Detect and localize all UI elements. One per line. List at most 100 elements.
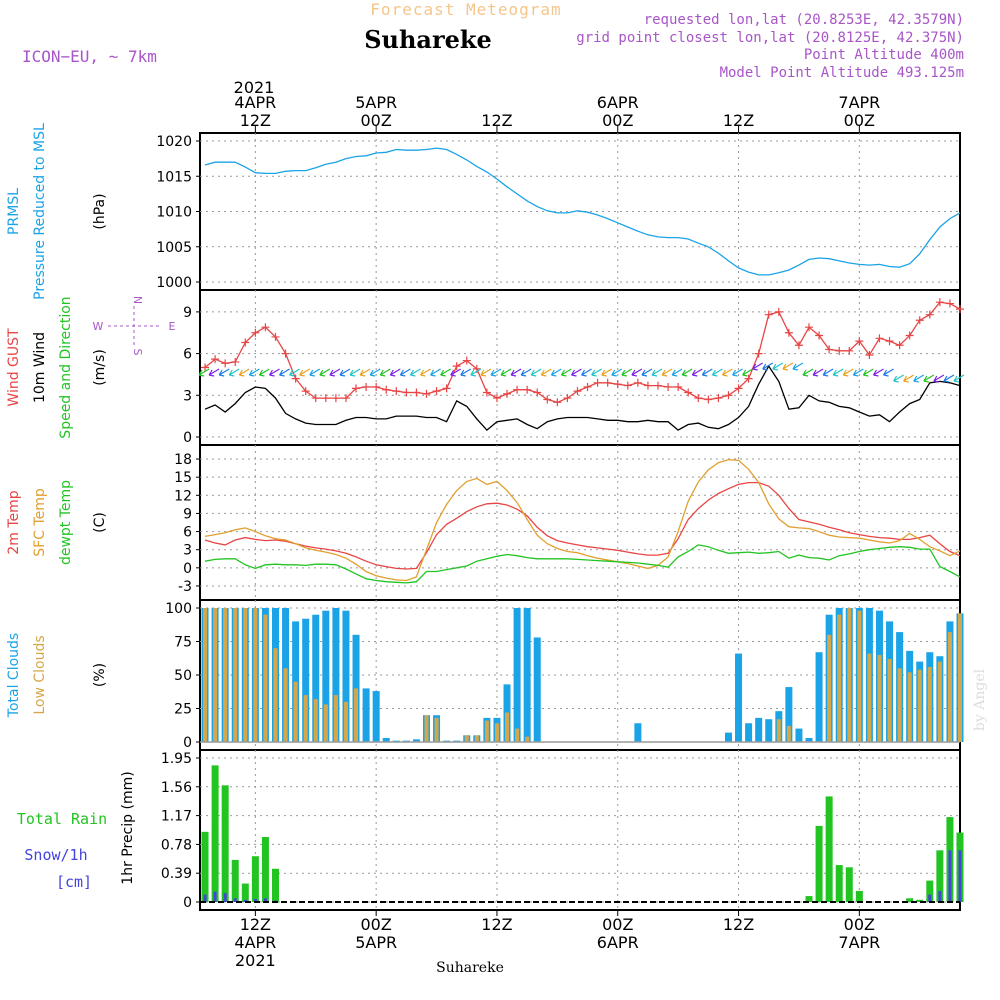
low-cloud-bar	[827, 634, 832, 742]
bottom-time-label: 00Z	[844, 915, 875, 934]
clouds-ytick-label: 50	[174, 668, 192, 684]
low-cloud-bar	[313, 699, 318, 742]
wind-barb	[480, 368, 492, 377]
clouds-ytick-label: 25	[174, 702, 192, 718]
low-cloud-bar	[494, 723, 499, 742]
compass-e: E	[169, 320, 176, 333]
total-cloud-bar	[513, 608, 521, 742]
total-cloud-bar	[765, 719, 773, 742]
rain-bar	[845, 867, 853, 902]
wind-barb	[601, 368, 612, 377]
total-cloud-bar	[533, 637, 541, 742]
precip-cm-label: [cm]	[56, 873, 92, 891]
rain-bar	[906, 898, 914, 902]
gust-marker	[482, 388, 491, 397]
gust-marker	[523, 385, 532, 394]
clouds-panel: 0 25 50 75 100 Total Clouds Low Clouds (%)	[6, 599, 964, 751]
low-cloud-bar	[354, 688, 359, 742]
pressure-ytick-label: 1005	[156, 240, 192, 256]
pressure-ytick-label: 1015	[156, 169, 192, 185]
total-cloud-bar	[785, 687, 793, 742]
bottom-time-label: 12Z	[240, 915, 271, 934]
total-cloud-bar	[735, 653, 743, 742]
top-time-label: 5APR	[355, 93, 397, 112]
wind-ytick-label: 0	[183, 430, 192, 446]
wind-barb	[520, 368, 532, 377]
gust-marker	[422, 389, 431, 398]
temp-ytick-label: 12	[174, 488, 192, 504]
top-time-label: 12Z	[723, 111, 754, 130]
gust-marker	[764, 310, 773, 319]
precip-snow-label: Snow/1h	[24, 846, 87, 864]
low-cloud-bar	[484, 720, 489, 742]
low-cloud-bar	[937, 661, 942, 742]
gust-marker	[613, 380, 622, 389]
wind-barb	[671, 368, 683, 377]
total-cloud-bar	[795, 728, 803, 742]
low-cloud-bar	[283, 668, 288, 742]
top-time-label: 00Z	[602, 111, 633, 130]
total-cloud-bar	[805, 737, 813, 742]
requested-coords: requested lon,lat (20.8253E, 42.3579N)	[644, 12, 964, 28]
gust-marker	[694, 394, 703, 403]
gust-marker	[503, 389, 512, 398]
wind-barb	[248, 368, 260, 377]
pressure-ylabel: (hPa)	[92, 193, 108, 229]
low-cloud-bar	[947, 632, 952, 742]
snow-bar	[958, 850, 962, 902]
temp-ytick-label: 15	[174, 470, 192, 486]
gust-marker	[885, 337, 894, 346]
low-cloud-bar	[474, 735, 479, 742]
top-time-label: 4APR	[234, 93, 276, 112]
wind-barb	[802, 368, 814, 377]
wind-barb	[490, 368, 502, 377]
low-cloud-bar	[203, 608, 208, 742]
gust-marker	[794, 341, 803, 350]
low-cloud-bar	[223, 608, 228, 742]
gust-marker	[261, 323, 270, 332]
rain-bar	[261, 837, 269, 902]
bottom-time-label: 5APR	[355, 933, 397, 952]
top-time-label: 12Z	[240, 111, 271, 130]
gust-marker	[392, 387, 401, 396]
location-title: Suhareke	[364, 25, 492, 54]
rain-bar	[936, 850, 944, 902]
wind-series-wind-gust	[204, 301, 961, 403]
wind-barb	[842, 368, 854, 377]
gust-marker	[593, 378, 602, 387]
gust-marker	[201, 363, 210, 372]
wind-barb	[560, 368, 572, 377]
wind-barb	[893, 374, 904, 383]
wind-barb	[379, 368, 391, 377]
temp-ylabel: (C)	[92, 512, 108, 533]
snow-bar	[223, 893, 227, 902]
gust-marker	[462, 356, 471, 365]
wind-barb	[258, 368, 270, 377]
gust-marker	[704, 395, 713, 404]
total-cloud-bar	[815, 652, 823, 742]
wind-barb	[268, 368, 280, 377]
low-cloud-bar	[887, 658, 892, 742]
rain-bar	[201, 831, 209, 902]
wind-barb	[923, 374, 935, 383]
wind-barb	[389, 368, 401, 377]
temp-label: 2m Temp	[6, 490, 22, 554]
wind-barb	[319, 368, 331, 377]
gust-marker	[875, 334, 884, 343]
clouds-ytick-label: 0	[183, 735, 192, 751]
gust-marker	[905, 331, 914, 340]
wind-barb	[691, 368, 703, 377]
gust-marker	[744, 374, 753, 383]
wind-panel: 0 3 6 9 Wind GUST 10m Wind Speed and Direction…	[6, 289, 964, 446]
grid-point-coords: grid point closest lon,lat (20.8125E, 42…	[576, 30, 964, 46]
gust-marker	[442, 384, 451, 393]
wind-ytick-label: 3	[183, 388, 192, 404]
total-cloud-bar	[332, 608, 340, 742]
gust-marker	[654, 381, 663, 390]
clouds-label: Total Clouds	[6, 633, 22, 718]
wind-barb	[339, 368, 351, 377]
wind-barb	[409, 368, 421, 377]
gust-marker	[321, 394, 330, 403]
precip-rain-label: Total Rain	[17, 810, 107, 828]
